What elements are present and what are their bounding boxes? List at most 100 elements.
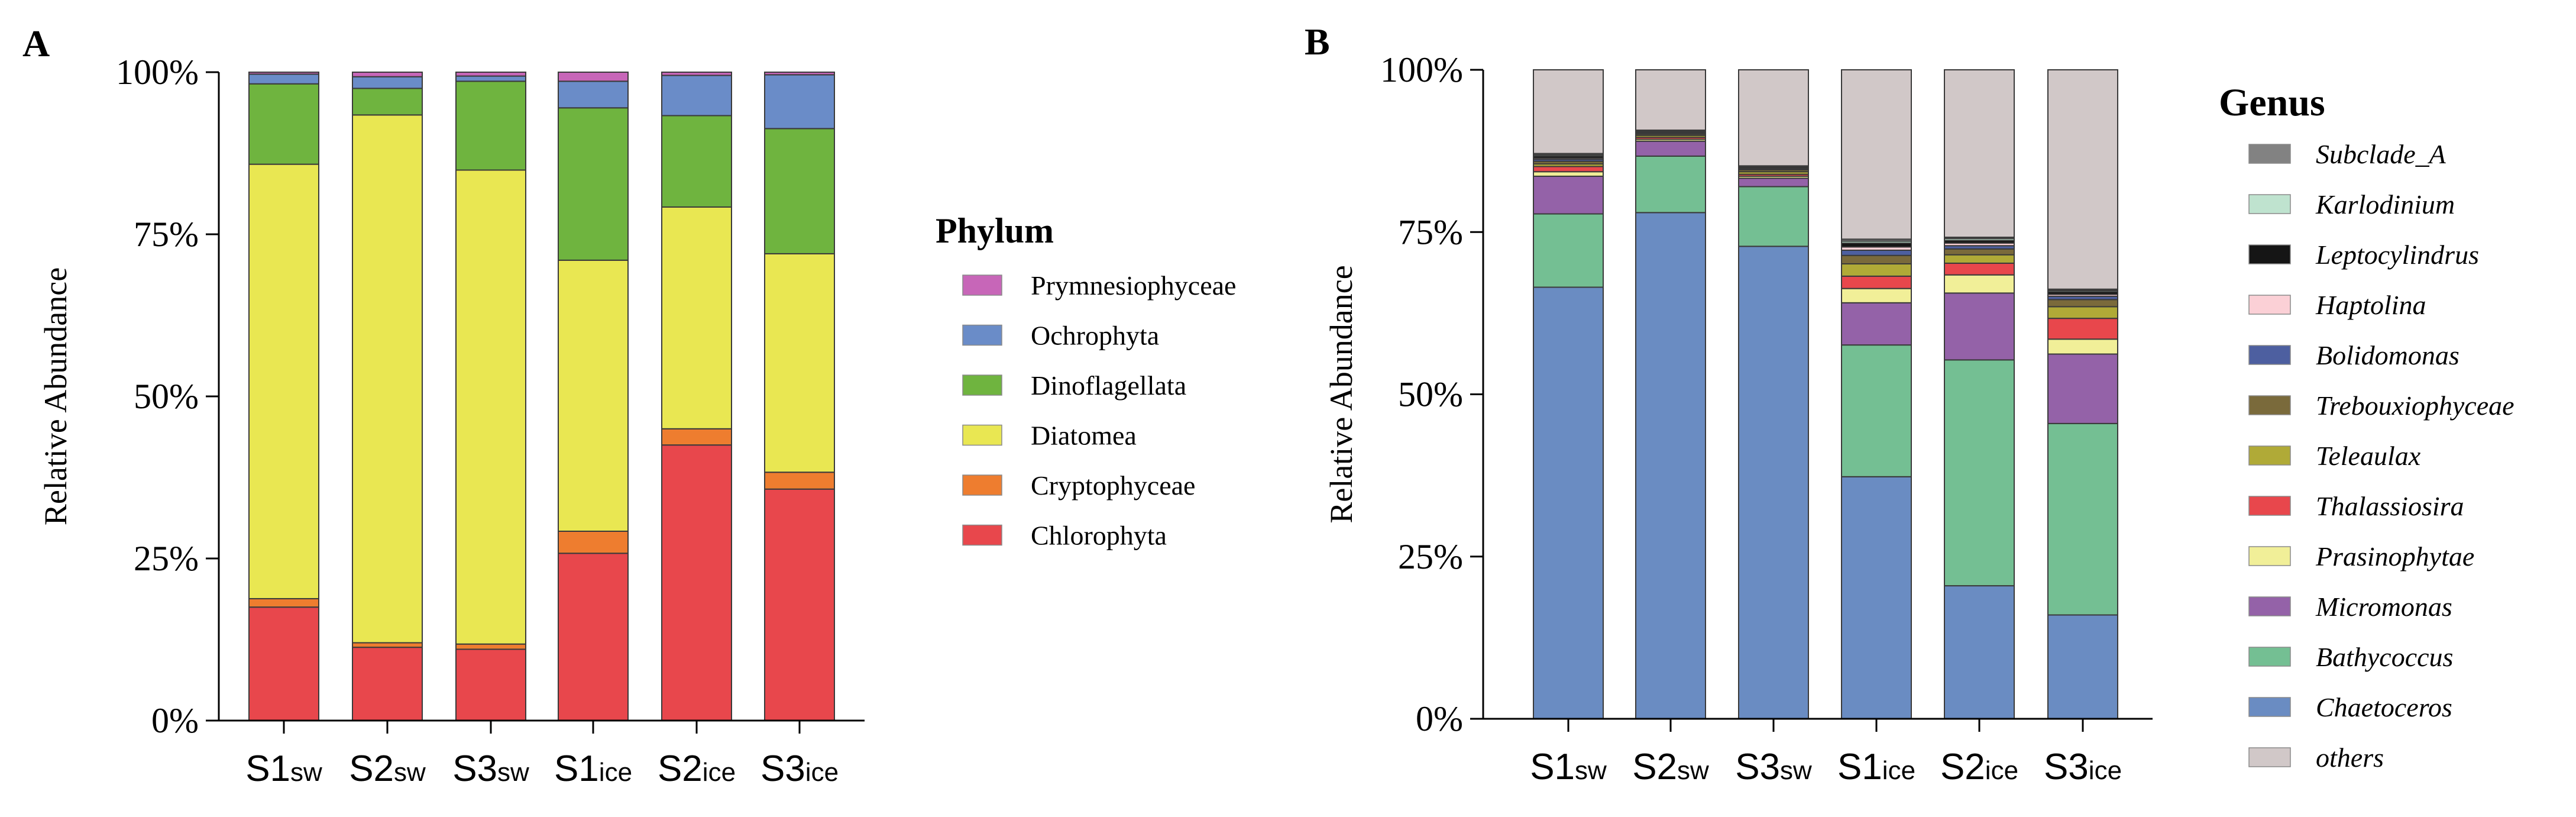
legend-label: Ochrophyta	[1031, 321, 1159, 351]
bar-segment	[1944, 274, 2015, 294]
x-tick-label: S3sw	[452, 748, 529, 789]
legend-label: Prymnesiophyceae	[1031, 270, 1236, 301]
chart-panel-A: A Relative Abundance 0% 25% 50% 75% 100% S1sw S2…	[22, 22, 1236, 789]
bar-segment	[558, 530, 629, 554]
y-axis-label: Relative Abundance	[38, 267, 73, 525]
x-tick-label: S2sw	[1632, 747, 1709, 787]
panel-label: B	[1305, 21, 1330, 63]
legend-swatch	[2248, 244, 2291, 264]
bar-segment	[1635, 155, 1706, 214]
bar-segment	[455, 80, 526, 171]
x-tick-label: S1ice	[554, 748, 632, 789]
bar-segment	[2047, 69, 2118, 290]
bar-segment	[352, 72, 423, 77]
bar-segment	[455, 72, 526, 77]
bar-segment	[764, 488, 835, 722]
legend-swatch	[2248, 194, 2291, 214]
bar-stack	[455, 72, 526, 721]
legend-swatch	[2248, 295, 2291, 315]
bar-segment	[661, 444, 732, 721]
y-tick-label: 75%	[134, 215, 199, 254]
bar-segment	[2047, 338, 2118, 355]
bar-segment	[455, 169, 526, 645]
bar-segment	[1841, 476, 1912, 719]
bar-segment	[558, 259, 629, 532]
legend-swatch	[962, 474, 1002, 496]
bar-segment	[1533, 175, 1604, 215]
bar-segment	[248, 163, 319, 599]
legend-title: Genus	[2219, 81, 2325, 124]
legend-item: Bolidomonas	[2248, 340, 2460, 370]
bar-stack	[248, 72, 319, 721]
bar-segment	[661, 72, 732, 76]
legend-label: Bolidomonas	[2316, 340, 2460, 370]
x-tick-label: S2sw	[349, 748, 426, 789]
legend-label: Micromonas	[2315, 592, 2452, 622]
legend-item: Prasinophytae	[2248, 541, 2474, 571]
bar-segment	[455, 643, 526, 650]
bar-segment	[455, 75, 526, 82]
bar-segment	[1533, 286, 1604, 719]
bar-segment	[661, 115, 732, 208]
bar-segment	[1635, 140, 1706, 157]
x-tick-label: S1sw	[1530, 747, 1607, 787]
legend-label: Thalassiosira	[2316, 491, 2464, 521]
bar-stack	[1533, 69, 1604, 719]
legend: Phylum Prymnesiophyceae Ochrophyta Dinoflag…	[936, 211, 1236, 551]
legend-swatch	[2248, 345, 2291, 365]
y-axis-label: Relative Abundance	[1323, 265, 1359, 523]
legend-label: Dinoflagellata	[1031, 370, 1186, 401]
bar-segment	[2047, 614, 2118, 719]
bar-segment	[1738, 177, 1809, 188]
bar-segment	[1533, 166, 1604, 173]
bar-segment	[661, 206, 732, 430]
bar-stack	[2047, 69, 2118, 719]
legend-swatch	[962, 424, 1002, 446]
legend-item: Ochrophyta	[962, 321, 1159, 351]
bar-segment	[2047, 353, 2118, 424]
legend-item: Thalassiosira	[2248, 491, 2464, 521]
legend-label: Chlorophyta	[1031, 521, 1167, 551]
y-tick-label: 75%	[1398, 212, 1463, 251]
bar-segment	[248, 83, 319, 165]
bar-segment	[2047, 422, 2118, 616]
bar-segment	[352, 76, 423, 89]
bar-segment	[352, 642, 423, 648]
bar-segment	[764, 472, 835, 490]
bar-segment	[764, 72, 835, 76]
y-tick-label: 0%	[1416, 699, 1463, 738]
panel-label: A	[22, 22, 50, 64]
bar-segment	[1944, 254, 2015, 264]
x-tick-label: S1ice	[1837, 747, 1915, 787]
bar-stack	[352, 72, 423, 721]
bar-segment	[1944, 292, 2015, 361]
bar-stack	[661, 72, 732, 721]
x-tick-label: S3ice	[2044, 747, 2122, 787]
legend-item: Teleaulax	[2248, 441, 2421, 471]
bar-segment	[1533, 171, 1604, 177]
bar-segment	[1533, 69, 1604, 154]
bar-segment	[2047, 306, 2118, 319]
legend-swatch	[2248, 445, 2291, 466]
legend-item: Diatomea	[962, 421, 1137, 451]
legend-label: Bathycoccus	[2316, 642, 2453, 672]
bar-stack	[1944, 69, 2015, 719]
legend-item: Prymnesiophyceae	[962, 270, 1236, 301]
bar-segment	[1841, 302, 1912, 346]
bar-segment	[1841, 288, 1912, 303]
legend-item: Haptolina	[2248, 290, 2426, 320]
y-tick-label: 50%	[134, 377, 199, 416]
bar-segment	[1738, 186, 1809, 247]
legend-item: Trebouxiophyceae	[2248, 390, 2514, 421]
bar-segment	[1635, 69, 1706, 131]
legend-swatch	[962, 374, 1002, 396]
bar-segment	[248, 606, 319, 721]
bar-segment	[1738, 246, 1809, 720]
bar-segment	[2047, 318, 2118, 340]
legend-item: Subclade_A	[2248, 139, 2446, 169]
legend-label: Trebouxiophyceae	[2316, 390, 2514, 421]
bar-segment	[1738, 69, 1809, 167]
legend-swatch	[962, 275, 1002, 296]
bar-segment	[661, 428, 732, 446]
bar-stack	[764, 72, 835, 722]
